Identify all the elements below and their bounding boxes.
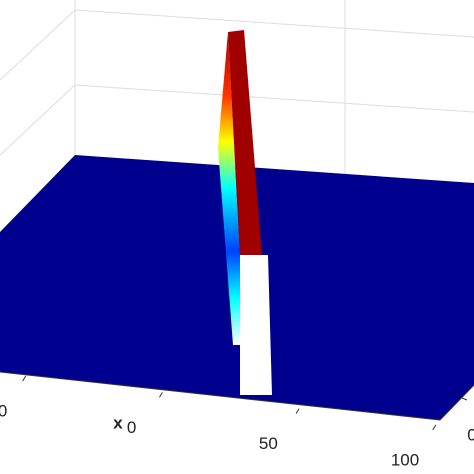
box-line (0, 84, 76, 156)
box-line (74, 84, 474, 113)
x-tick (22, 375, 27, 382)
y-tick (461, 397, 468, 401)
x-tick-label: 50 (259, 434, 278, 453)
box-line (0, 9, 76, 81)
y-tick-label: 0 (467, 425, 474, 444)
x-tick-label: -50 (0, 401, 7, 420)
x-tick-label: 0 (127, 418, 136, 437)
ridge-face (218, 32, 240, 345)
box-line (74, 9, 474, 38)
x-tick-label: 100 (391, 450, 419, 469)
x-tick (295, 408, 300, 414)
ridge-gap (240, 255, 272, 395)
x-tick (158, 392, 163, 398)
x-axis-label: x (113, 413, 123, 432)
y-axis-line (439, 384, 474, 421)
x-tick (432, 424, 437, 431)
x-axis-line (0, 371, 441, 421)
ridge-top (228, 30, 262, 255)
axes-box (0, 0, 474, 175)
